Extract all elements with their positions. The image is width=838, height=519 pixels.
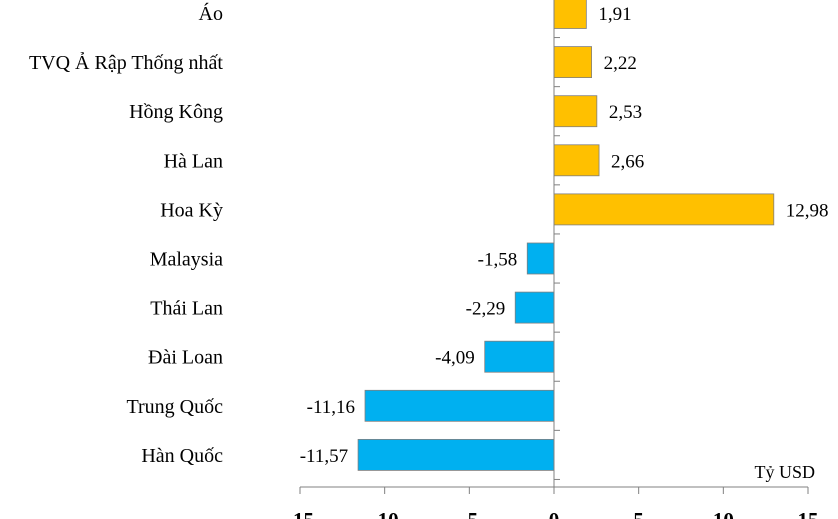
data-label: 2,66 xyxy=(611,151,644,172)
bars-group xyxy=(357,0,775,471)
x-tick-label: 0 xyxy=(549,508,560,519)
category-label: Hoa Kỳ xyxy=(160,199,223,221)
category-label: TVQ Ả Rập Thống nhất xyxy=(29,51,223,74)
x-tick-label: 5 xyxy=(633,508,644,519)
bar-1 xyxy=(553,46,592,78)
category-label: Trung Quốc xyxy=(127,396,224,418)
data-label: -1,58 xyxy=(478,250,518,271)
category-label: Hàn Quốc xyxy=(141,445,223,467)
axes-group: -15 -10 -5 0 5 10 15 xyxy=(286,0,819,519)
category-label: Malaysia xyxy=(150,249,223,271)
x-tick-label: -5 xyxy=(461,508,479,519)
category-label: Thái Lan xyxy=(150,298,223,320)
category-label: Áo xyxy=(199,2,223,25)
data-label: 12,98 xyxy=(786,200,829,221)
x-tick-label: -10 xyxy=(371,508,399,519)
bar-4 xyxy=(553,193,775,226)
bar-2 xyxy=(553,95,598,128)
bar-7 xyxy=(484,340,555,373)
data-label: -4,09 xyxy=(435,348,475,369)
data-label: -11,16 xyxy=(307,397,355,418)
category-label: Đài Loan xyxy=(148,347,223,369)
bar-9 xyxy=(357,438,555,471)
x-tick-label: -15 xyxy=(286,508,314,519)
data-label: 2,53 xyxy=(609,102,642,123)
bar-8 xyxy=(364,389,555,422)
category-label: Hà Lan xyxy=(164,150,223,172)
x-tick-label: 10 xyxy=(713,508,734,519)
category-label: Hồng Kông xyxy=(129,101,223,123)
data-label: 1,91 xyxy=(598,4,631,25)
data-label: 2,22 xyxy=(604,53,637,74)
bar-3 xyxy=(553,144,600,177)
labels-group: Áo 1,91 TVQ Ả Rập Thống nhất 2,22 Hồng Kông 2… xyxy=(29,2,829,467)
bar-0 xyxy=(553,0,587,29)
data-label: -11,57 xyxy=(300,446,348,467)
bar-6 xyxy=(514,291,555,324)
x-tick-label: 15 xyxy=(798,508,819,519)
data-label: -2,29 xyxy=(466,299,506,320)
x-unit-label: Tỷ USD xyxy=(754,462,815,482)
bar-5 xyxy=(526,242,555,275)
